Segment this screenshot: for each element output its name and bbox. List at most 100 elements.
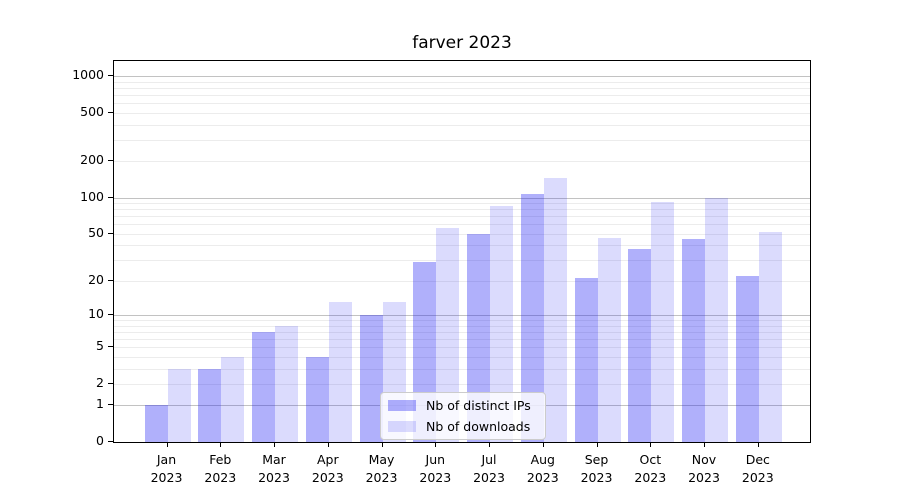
bar-ips-mar (252, 331, 275, 442)
legend: Nb of distinct IPs Nb of downloads (380, 392, 546, 440)
minor-gridline (114, 338, 810, 340)
x-tick-label: Jul 2023 (454, 451, 524, 487)
x-tick-month: Nov (691, 452, 717, 467)
x-tick-label: Oct 2023 (615, 451, 685, 487)
x-axis-tick (596, 443, 598, 447)
bar-downloads-dec (758, 231, 782, 442)
legend-label-distinct-ips: Nb of distinct IPs (426, 398, 531, 414)
x-axis-tick (650, 443, 652, 447)
y-axis-tick (108, 75, 113, 77)
bar-ips-jan (144, 405, 168, 442)
y-axis-tick (108, 160, 113, 162)
y-axis-tick (108, 232, 113, 234)
y-tick-label: 10 (88, 306, 104, 321)
y-tick-label: 5 (96, 338, 104, 354)
y-tick-label: 0 (96, 433, 104, 448)
y-axis-tick (108, 404, 113, 406)
minor-gridline (114, 325, 810, 327)
x-tick-label: Feb 2023 (185, 451, 255, 487)
x-tick-month: May (368, 452, 395, 467)
x-tick-year: 2023 (311, 470, 344, 485)
x-axis-tick (757, 443, 759, 447)
x-axis-tick (220, 443, 222, 447)
minor-gridline (114, 112, 810, 114)
y-tick-label: 2 (96, 374, 104, 390)
minor-gridline (114, 368, 810, 370)
x-tick-label: Apr 2023 (293, 451, 363, 487)
x-tick-month: Apr (316, 452, 339, 467)
major-gridline (114, 197, 810, 199)
bar-ips-jul (467, 233, 490, 442)
minor-gridline (114, 103, 810, 105)
minor-gridline (114, 320, 810, 321)
x-tick-month: Jun (425, 452, 446, 467)
x-tick-month: Sep (584, 452, 609, 467)
y-tick-label: 50 (88, 224, 104, 240)
bar-ips-may (359, 315, 383, 442)
bar-downloads-jan (167, 368, 191, 442)
x-tick-year: 2023 (150, 470, 183, 485)
x-tick-label: Jun 2023 (400, 451, 470, 487)
x-tick-year: 2023 (204, 470, 237, 485)
x-tick-month: Feb (209, 452, 232, 467)
x-axis-tick (381, 443, 383, 447)
bar-downloads-sep (597, 238, 621, 442)
minor-gridline (114, 87, 810, 89)
x-axis-tick (166, 443, 168, 447)
minor-gridline (114, 139, 810, 141)
major-gridline (114, 315, 810, 316)
x-tick-label: Aug 2023 (508, 451, 578, 487)
x-tick-year: 2023 (258, 470, 290, 485)
minor-gridline (114, 124, 810, 126)
x-tick-month: Aug (530, 452, 555, 467)
legend-label-downloads: Nb of downloads (426, 418, 531, 434)
y-tick-label: 1 (96, 396, 104, 412)
legend-item-distinct-ips: Nb of distinct IPs (388, 398, 545, 413)
x-tick-label: May 2023 (347, 451, 417, 487)
legend-swatch-distinct-ips (388, 400, 416, 412)
x-tick-month: Oct (639, 452, 662, 467)
legend-item-downloads: Nb of downloads (388, 419, 545, 434)
y-axis-tick (108, 346, 113, 348)
y-axis-tick (108, 314, 113, 315)
minor-gridline (114, 203, 810, 205)
x-tick-label: Dec 2023 (723, 451, 793, 487)
minor-gridline (114, 347, 810, 349)
x-axis-tick (542, 443, 544, 447)
legend-swatch-downloads (388, 420, 416, 432)
y-axis-tick (108, 441, 113, 442)
x-axis-tick (327, 443, 329, 447)
x-tick-month: Jul (481, 452, 497, 467)
minor-gridline (114, 216, 810, 218)
bar-ips-nov (682, 239, 705, 442)
x-tick-label: Nov 2023 (669, 451, 739, 487)
bar-downloads-mar (275, 325, 298, 442)
minor-gridline (114, 233, 810, 235)
bar-downloads-jul (490, 206, 513, 442)
bar-downloads-aug (543, 178, 567, 442)
chart-title: farver 2023 (412, 33, 512, 53)
bar-ips-sep (574, 278, 598, 442)
y-tick-label: 100 (80, 188, 104, 204)
x-tick-year: 2023 (741, 470, 774, 485)
minor-gridline (114, 224, 810, 226)
minor-gridline (114, 95, 810, 96)
bar-downloads-jun (436, 227, 460, 442)
x-tick-year: 2023 (634, 470, 667, 485)
x-tick-year: 2023 (580, 470, 613, 485)
x-axis-tick (704, 443, 705, 447)
major-gridline (114, 76, 810, 78)
x-tick-label: Mar 2023 (239, 451, 309, 487)
x-axis-tick (274, 443, 275, 447)
y-tick-label: 20 (88, 271, 104, 287)
bar-ips-aug (520, 193, 544, 442)
bar-ips-dec (735, 275, 759, 442)
minor-gridline (114, 280, 810, 282)
y-axis-tick (108, 196, 113, 198)
bar-downloads-apr (328, 302, 352, 442)
minor-gridline (114, 383, 810, 385)
x-tick-year: 2023 (365, 470, 398, 485)
plot-area: Nb of distinct IPs Nb of downloads (113, 60, 811, 443)
x-tick-month: Dec (745, 452, 770, 467)
